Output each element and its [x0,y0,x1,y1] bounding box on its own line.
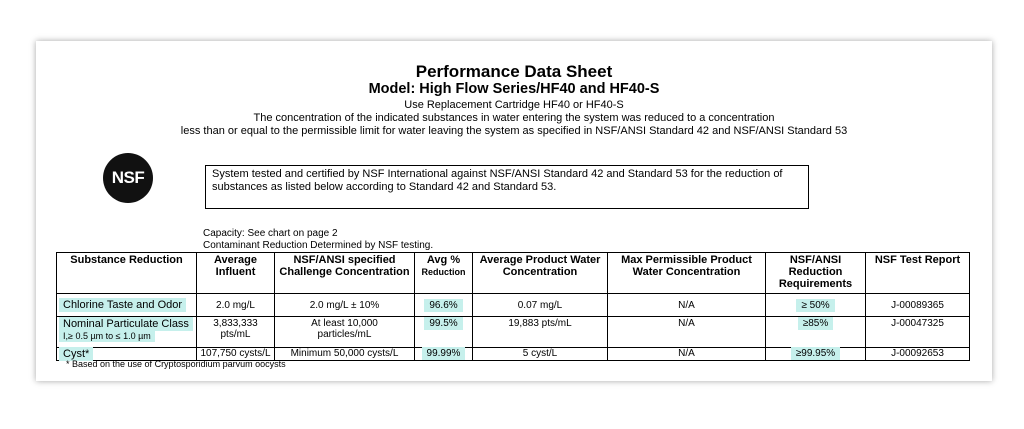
cell-product-conc: 5 cyst/L [472,347,608,361]
cell-challenge: 2.0 mg/L ± 10% [274,293,415,317]
requirement-value: ≥99.95% [790,347,841,360]
header-requirement: NSF/ANSI Reduction Requirements [765,252,866,294]
header-reduction-label: Reduction [421,267,466,277]
table-row: Chlorine Taste and Odor 2.0 mg/L 2.0 mg/… [56,293,970,317]
cell-requirement: ≥85% [765,316,866,348]
description-line-2: less than or equal to the permissible li… [180,125,848,137]
header-max-permissible: Max Permissible Product Water Concentrat… [607,252,766,294]
cell-avg-reduction: 99.5% [414,316,473,348]
replacement-line: Use Replacement Cartridge HF40 or HF40-S [404,99,624,111]
header-influent: Average Influent [196,252,275,294]
substance-label: Cyst* [59,347,94,361]
header-avg-reduction: Avg % Reduction [414,252,473,294]
table-row: Nominal Particulate Class I,≥ 0.5 µm to … [56,316,970,348]
cell-avg-reduction: 96.6% [414,293,473,317]
challenge-value: At least 10,000 [311,318,378,329]
cell-influent: 2.0 mg/L [196,293,275,317]
cell-challenge: At least 10,000 particles/mL [274,316,415,348]
cell-substance: Cyst* [56,347,197,361]
cell-max-permissible: N/A [607,293,766,317]
cell-product-conc: 0.07 mg/L [472,293,608,317]
substance-sublabel: I,≥ 0.5 µm to ≤ 1.0 µm [59,330,155,342]
header-product-conc: Average Product Water Concentration [472,252,608,294]
substance-label: Nominal Particulate Class [59,317,193,331]
cell-substance: Nominal Particulate Class I,≥ 0.5 µm to … [56,316,197,348]
cell-requirement: ≥ 50% [765,293,866,317]
cell-max-permissible: N/A [607,347,766,361]
header-substance: Substance Reduction [56,252,197,294]
influent-unit: pts/mL [220,329,251,340]
requirement-value: ≥ 50% [796,298,835,312]
contaminant-note: Contaminant Reduction Determined by NSF … [203,240,434,251]
header-challenge: NSF/ANSI specified Challenge Concentrati… [274,252,415,294]
cell-product-conc: 19,883 pts/mL [472,316,608,348]
certification-box: System tested and certified by NSF Inter… [205,165,809,209]
cell-max-permissible: N/A [607,316,766,348]
header-avg-label: Avg % [426,254,461,266]
header-report: NSF Test Report [865,252,970,294]
avg-reduction-value: 96.6% [424,298,463,312]
data-sheet: Performance Data Sheet Model: High Flow … [36,41,992,381]
table-header-row: Substance Reduction Average Influent NSF… [56,252,970,294]
cell-influent: 3,833,333 pts/mL [196,316,275,348]
cell-requirement: ≥99.95% [765,347,866,361]
avg-reduction-value: 99.5% [424,317,463,330]
cell-challenge: Minimum 50,000 cysts/L [274,347,415,361]
cell-report: J-00089365 [865,293,970,317]
nsf-logo: NSF [103,153,153,203]
challenge-unit: particles/mL [317,329,372,340]
performance-table: Substance Reduction Average Influent NSF… [56,252,970,361]
page-title: Performance Data Sheet [415,62,613,81]
substance-label: Chlorine Taste and Odor [59,298,187,312]
cell-substance: Chlorine Taste and Odor [56,293,197,317]
model-subtitle: Model: High Flow Series/HF40 and HF40-S [368,81,660,97]
nsf-logo-text: NSF [111,168,145,187]
requirement-value: ≥85% [797,317,834,330]
cell-avg-reduction: 99.99% [414,347,473,361]
footnote: * Based on the use of Cryptosporidium pa… [66,359,286,369]
influent-value: 3,833,333 [213,318,258,329]
cell-report: J-00092653 [865,347,970,361]
cell-report: J-00047325 [865,316,970,348]
capacity-note: Capacity: See chart on page 2 [203,228,338,239]
avg-reduction-value: 99.99% [421,347,466,360]
description-line-1: The concentration of the indicated subst… [253,112,775,124]
table-row: Cyst* 107,750 cysts/L Minimum 50,000 cys… [56,347,970,361]
